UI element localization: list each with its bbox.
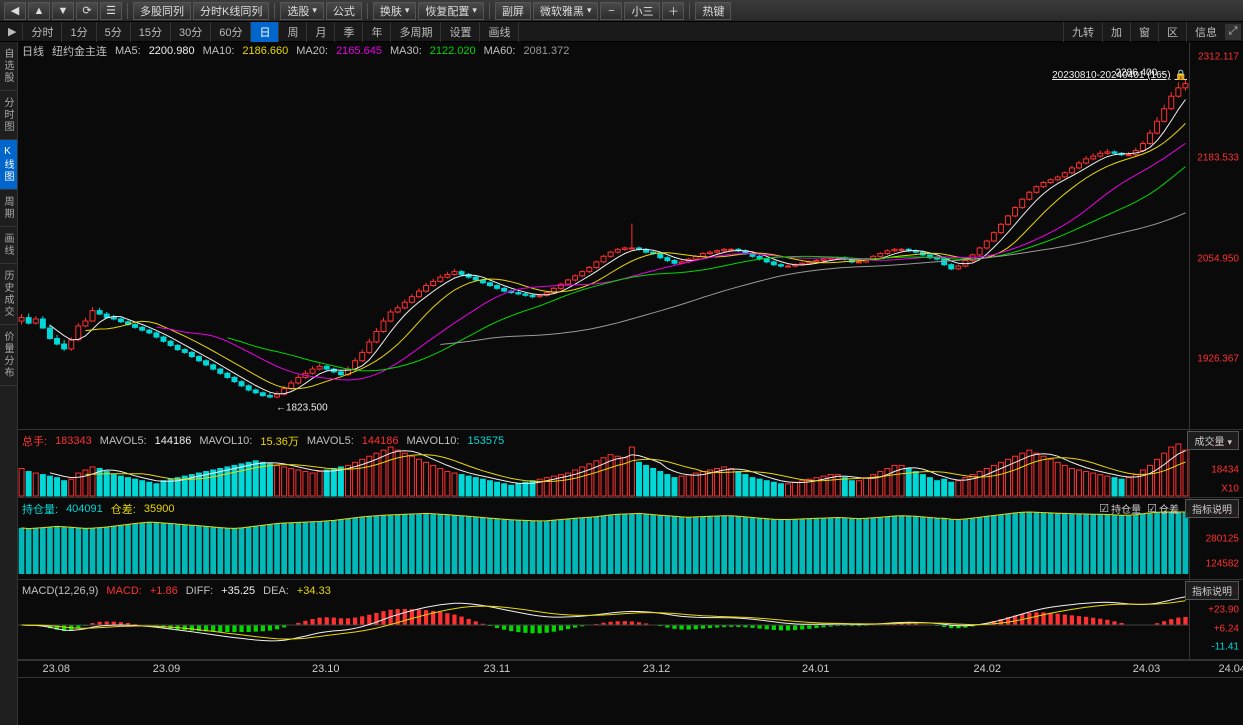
candlestick-chart[interactable]: ←1823.500 2286.400→: [18, 42, 1189, 429]
main-yaxis: 2312.1172183.5332054.9501926.367: [1189, 42, 1243, 429]
oi-header: 持仓量: 404091 仓差: 35900 持仓量 仓差 指标说明: [22, 499, 1239, 518]
timeshare-kline-button[interactable]: 分时K线同列: [193, 2, 269, 20]
ma20-label: MA20:: [296, 45, 328, 57]
font-dropdown[interactable]: 微软雅黑: [533, 2, 599, 20]
ma30-label: MA30:: [390, 45, 422, 57]
timeframe-tab-季[interactable]: 季: [335, 22, 363, 42]
secondary-screen-button[interactable]: 副屏: [495, 2, 531, 20]
oi-diff-value: 35900: [144, 503, 175, 515]
diff-checkbox[interactable]: 仓差: [1147, 501, 1179, 516]
volume-panel: 总手: 183343 MAVOL5: 144186 MAVOL10: 15.36…: [18, 430, 1243, 498]
toolbar-right-九转[interactable]: 九转: [1063, 22, 1102, 42]
volume-total-label: 总手:: [22, 433, 47, 449]
timeframe-tab-多周期[interactable]: 多周期: [391, 22, 441, 42]
chart-area: 日线 纽约金主连 MA5: 2200.980 MA10: 2186.660 MA…: [18, 42, 1243, 725]
ma60-label: MA60:: [484, 45, 516, 57]
timeframe-tab-15分[interactable]: 15分: [131, 22, 171, 42]
timeframe-tab-30分[interactable]: 30分: [171, 22, 211, 42]
ma60-value: 2081.372: [523, 45, 569, 57]
timeframe-tab-分时[interactable]: 分时: [23, 22, 62, 42]
main-toolbar: ◀ ▲ ▼ ⟳ ☰ 多股同列 分时K线同列 选股 公式 换肤 恢复配置 副屏 微…: [0, 0, 1243, 22]
oi-value: 404091: [66, 503, 103, 515]
skin-dropdown[interactable]: 换肤: [373, 2, 417, 20]
sidebar-item-1[interactable]: 分时图: [0, 91, 17, 140]
ma10-label: MA10:: [203, 45, 235, 57]
indicator-explain-button[interactable]: 指标说明: [1185, 499, 1239, 518]
nav-down-button[interactable]: ▼: [52, 2, 74, 20]
macd-explain-button[interactable]: 指标说明: [1185, 581, 1239, 600]
oi-checkbox[interactable]: 持仓量: [1099, 501, 1141, 516]
macd-title: MACD(12,26,9): [22, 585, 98, 597]
refresh-button[interactable]: ⟳: [76, 2, 98, 20]
font-plus-button[interactable]: ＋: [662, 2, 684, 20]
left-sidebar: 自选股分时图K线图周期画线历史成交价量分布: [0, 42, 18, 725]
timeframe-tab-周[interactable]: 周: [279, 22, 307, 42]
chart-type-label: 日线: [22, 43, 44, 59]
oi-label: 持仓量:: [22, 501, 58, 517]
timeframe-tab-日[interactable]: 日: [251, 22, 279, 42]
svg-text:←1823.500: ←1823.500: [276, 402, 328, 413]
multi-stock-button[interactable]: 多股同列: [133, 2, 191, 20]
toolbar-right-窗[interactable]: 窗: [1130, 22, 1158, 42]
ma5-value: 2200.980: [149, 45, 195, 57]
timeframe-tab-1分[interactable]: 1分: [62, 22, 96, 42]
toolbar-right-信息[interactable]: 信息: [1186, 22, 1225, 42]
ma10-value: 2186.660: [242, 45, 288, 57]
toolbar-right-加[interactable]: 加: [1102, 22, 1130, 42]
volume-total-value: 183343: [55, 435, 92, 447]
timeframe-tab-年[interactable]: 年: [363, 22, 391, 42]
nav-back-button[interactable]: ◀: [4, 2, 26, 20]
timeframe-tab-月[interactable]: 月: [307, 22, 335, 42]
main-chart-header: 日线 纽约金主连 MA5: 2200.980 MA10: 2186.660 MA…: [22, 43, 1239, 59]
oi-diff-label: 仓差:: [111, 501, 136, 517]
timeframe-bar: ▶ 分时1分5分15分30分60分日周月季年多周期设置画线 九转加窗区信息 ⤢: [0, 22, 1243, 42]
hotkey-button[interactable]: 热键: [695, 2, 731, 20]
main-chart-panel: 日线 纽约金主连 MA5: 2200.980 MA10: 2186.660 MA…: [18, 42, 1243, 430]
svg-text:2286.400→: 2286.400→: [1115, 67, 1167, 78]
xaxis-panel: 23.0823.0923.1023.1123.1224.0124.0224.03…: [18, 660, 1243, 678]
macd-panel: MACD(12,26,9) MACD: +1.86 DIFF: +35.25 D…: [18, 580, 1243, 660]
font-size-button[interactable]: 小三: [624, 2, 660, 20]
play-button[interactable]: ▶: [2, 23, 23, 40]
timeframe-tab-60分[interactable]: 60分: [211, 22, 251, 42]
sidebar-item-6[interactable]: 价量分布: [0, 325, 17, 386]
ma20-value: 2165.645: [336, 45, 382, 57]
font-minus-button[interactable]: −: [600, 2, 622, 20]
sidebar-item-0[interactable]: 自选股: [0, 42, 17, 91]
timeframe-tab-5分[interactable]: 5分: [97, 22, 131, 42]
sidebar-item-4[interactable]: 画线: [0, 227, 17, 264]
select-stock-dropdown[interactable]: 选股: [280, 2, 324, 20]
timeframe-tab-画线[interactable]: 画线: [480, 22, 519, 42]
sidebar-item-3[interactable]: 周期: [0, 190, 17, 227]
open-interest-panel: 持仓量: 404091 仓差: 35900 持仓量 仓差 指标说明 429686…: [18, 498, 1243, 580]
volume-selector[interactable]: 成交量: [1187, 431, 1239, 450]
timeframe-tab-设置[interactable]: 设置: [441, 22, 480, 42]
home-button[interactable]: ☰: [100, 2, 122, 20]
macd-header: MACD(12,26,9) MACD: +1.86 DIFF: +35.25 D…: [22, 581, 1239, 600]
sidebar-item-5[interactable]: 历史成交: [0, 264, 17, 325]
restore-config-dropdown[interactable]: 恢复配置: [418, 2, 484, 20]
volume-header: 总手: 183343 MAVOL5: 144186 MAVOL10: 15.36…: [22, 431, 1239, 450]
expand-icon[interactable]: ⤢: [1225, 24, 1241, 40]
formula-button[interactable]: 公式: [326, 2, 362, 20]
ma5-label: MA5:: [115, 45, 141, 57]
instrument-name: 纽约金主连: [52, 43, 107, 59]
toolbar-right-区[interactable]: 区: [1158, 22, 1186, 42]
nav-up-button[interactable]: ▲: [28, 2, 50, 20]
sidebar-item-2[interactable]: K线图: [0, 140, 17, 190]
ma30-value: 2122.020: [430, 45, 476, 57]
